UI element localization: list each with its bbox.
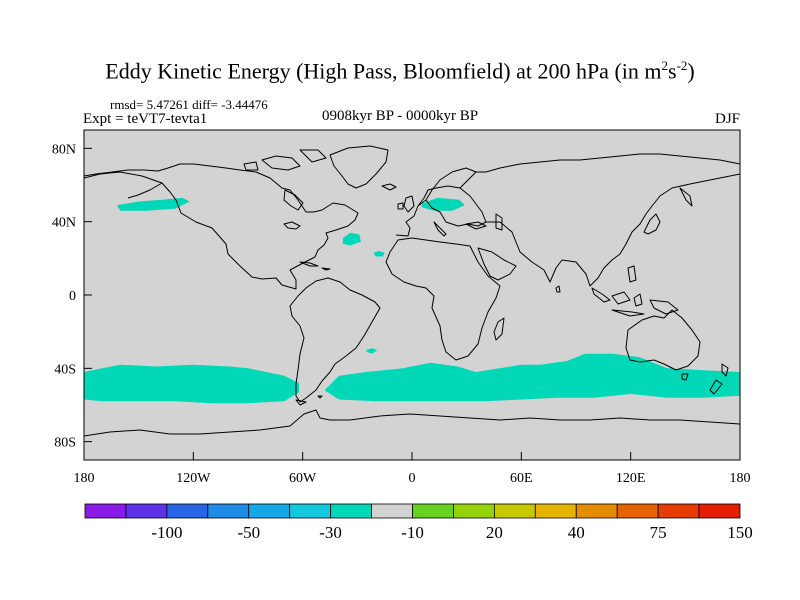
coastline-aleutians [127,182,163,199]
colorbar-level-label: -50 [237,523,260,542]
x-tick-label: 180 [730,471,751,486]
shaded-region-atlantic-patch-2 [373,251,385,257]
coastline-scandinavia [425,167,477,201]
colorbar-swatch [207,503,250,519]
y-tick-label: 80S [54,436,76,451]
y-tick-label: 40S [54,362,76,377]
x-tick-label: 180 [74,471,95,486]
colorbar-swatch [575,503,618,519]
coastline-tierra-del-fuego [295,395,323,406]
colorbar-level-label: -100 [151,523,182,542]
shaded-region-south-atlantic-patch [366,348,378,354]
coastline-caspian-sea [495,213,503,231]
x-tick-label: 120W [176,471,211,486]
statistics-text: rmsd= 5.47261 diff= -3.44476 [110,97,268,112]
coastline-sri-lanka [555,285,561,293]
coastline-tasmania [681,373,689,381]
shaded-region-southern-ocean-indian [324,353,740,402]
coastlines [84,145,740,437]
shaded-region-southern-ocean-pacific [84,364,299,404]
coastline-asia [476,153,740,287]
colorbar-swatch [698,503,741,519]
colorbar-swatch [534,503,577,519]
coastline-italy [433,221,447,237]
colorbar-swatch [412,503,454,519]
coastline-africa [385,237,501,361]
coastline-arctic-islands [243,149,327,171]
coastline-black-sea [465,221,487,230]
x-tick-label: 120E [616,471,646,486]
coastline-great-lakes [283,221,301,230]
shaded-region-atlantic-patch-1 [342,232,361,246]
colorbar-level-label: -10 [401,523,424,542]
colorbar-swatch [453,503,495,519]
colorbar-swatch [493,503,536,519]
coastline-iceland [381,183,397,191]
colorbar-swatch [616,503,659,519]
coastline-madagascar [493,317,505,341]
coastline-australia [625,309,701,371]
season-label: DJF [714,111,740,127]
map-background [84,130,740,460]
coastline-greenland [329,145,389,189]
x-tick-label: 60E [510,471,533,486]
x-tick-label: 60W [289,471,317,486]
colorbar-level-label: 40 [568,523,585,542]
coastline-japan [643,213,661,235]
colorbar-level-label: 20 [486,523,503,542]
colorbar: -100 -50 -30 -10 20 40 75 150 [84,503,753,542]
colorbar-swatch [330,503,372,519]
coastline-antarctica [84,409,740,437]
coastline-british-isles [397,195,415,213]
colorbar-swatch [248,503,291,519]
colorbar-swatch [166,503,209,519]
coastline-new-zealand [709,363,729,395]
colorbar-swatch [657,503,700,519]
map-title: Eddy Kinetic Energy (High Pass, Bloomfie… [105,58,695,84]
y-tick-label: 80N [52,142,76,157]
colorbar-level-label: 150 [727,523,753,542]
y-tick-label: 40N [52,216,76,231]
experiment-label: Expt = teVT7-tevta1 [83,111,208,127]
coastline-indonesia [591,265,679,317]
coastline-caribbean [299,261,331,271]
x-tick-label: 0 [409,471,416,486]
coastline-south-america [289,277,381,403]
colorbar-swatch [84,503,127,519]
coastline-arabia [477,247,517,281]
coastline-north-america [84,163,359,290]
colorbar-swatch [289,503,332,519]
colorbar-swatch [125,503,168,519]
coastline-hudson-bay [283,189,304,211]
y-tick-label: 0 [69,289,76,304]
axis-ticks: 180 120W 60W 0 60E 120E 180 80N 40N 0 40S 80S [52,142,751,486]
shaded-region-north-pacific-patch [116,197,190,211]
colorbar-level-label: -30 [319,523,342,542]
colorbar-level-label: 75 [650,523,667,542]
coastline-kamchatka [679,187,693,207]
period-label: 0908kyr BP - 0000kyr BP [321,108,479,124]
colorbar-swatch [371,503,413,519]
